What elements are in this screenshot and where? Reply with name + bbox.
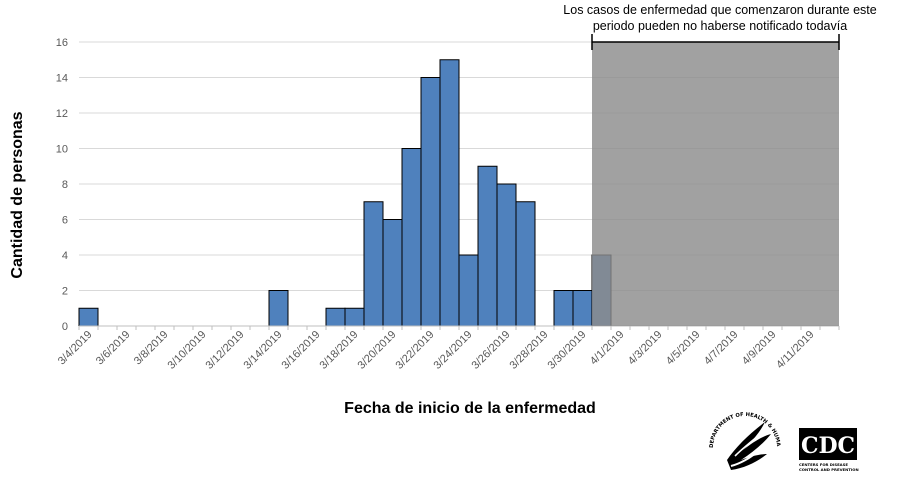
x-tick-label: 3/14/2019: [242, 329, 285, 372]
shaded-region: [592, 42, 839, 326]
x-tick-label: 3/20/2019: [356, 329, 399, 372]
cdc-subtext-2: CONTROL AND PREVENTION: [799, 467, 859, 472]
x-axis-title: Fecha de inicio de la enfermedad: [344, 400, 596, 417]
bar: [325, 307, 346, 327]
x-tick-label: 3/18/2019: [318, 329, 361, 372]
bar: [78, 307, 99, 327]
x-tick-label: 3/4/2019: [56, 329, 95, 368]
logos: DEPARTMENT OF HEALTH & HUMAN SERVICES · …: [705, 408, 859, 472]
x-tick-label: 4/5/2019: [664, 329, 703, 368]
cdc-logo: CDC CENTERS FOR DISEASE CONTROL AND PREV…: [799, 428, 859, 472]
annotation-bracket: [591, 34, 840, 50]
y-tick-label: 16: [56, 37, 68, 49]
hhs-logo: DEPARTMENT OF HEALTH & HUMAN SERVICES · …: [705, 408, 781, 470]
cdc-logo-text: CDC: [801, 433, 855, 459]
y-tick-label: 2: [62, 286, 68, 298]
y-tick-label: 4: [62, 250, 68, 262]
x-tick-label: 3/30/2019: [546, 329, 589, 372]
x-tick-label: 4/1/2019: [588, 329, 627, 368]
x-tick-label: 3/24/2019: [432, 329, 475, 372]
x-tick-label: 4/11/2019: [774, 329, 817, 372]
bar: [515, 201, 536, 327]
y-tick-label: 10: [56, 144, 68, 156]
bar: [496, 183, 517, 327]
cdc-subtext-1: CENTERS FOR DISEASE: [799, 462, 848, 467]
y-tick-label: 14: [56, 73, 68, 85]
annotation-line-1: Los casos de enfermedad que comenzaron d…: [563, 3, 877, 17]
bar: [420, 77, 441, 327]
x-tick-label: 3/22/2019: [394, 329, 437, 372]
x-tick-label: 3/10/2019: [166, 329, 209, 372]
y-tick-label: 0: [62, 321, 68, 333]
x-tick-label: 3/8/2019: [132, 329, 171, 368]
bar: [268, 290, 289, 327]
annotation-line-2: periodo pueden no haberse notificado tod…: [592, 19, 848, 33]
annotation-note: Los casos de enfermedad que comenzaron d…: [540, 2, 898, 34]
bar: [439, 59, 460, 327]
x-tick-label: 3/16/2019: [280, 329, 323, 372]
bar: [572, 290, 593, 327]
x-tick-label: 4/3/2019: [626, 329, 665, 368]
bar: [553, 290, 574, 327]
x-tick-label: 3/26/2019: [470, 329, 513, 372]
y-tick-label: 12: [56, 108, 68, 120]
bar: [363, 201, 384, 327]
bar: [382, 219, 403, 327]
x-tick-label: 4/9/2019: [740, 329, 779, 368]
x-tick-label: 3/28/2019: [508, 329, 551, 372]
y-tick-label: 6: [62, 215, 68, 227]
y-tick-label: 8: [62, 179, 68, 191]
bar: [477, 165, 498, 327]
y-axis-title: Cantidad de personas: [9, 111, 26, 279]
bar: [344, 307, 365, 327]
x-tick-label: 3/6/2019: [94, 329, 133, 368]
x-tick-label: 3/12/2019: [204, 329, 247, 372]
x-tick-label: 4/7/2019: [702, 329, 741, 368]
bars-group: [78, 59, 612, 327]
bar: [458, 254, 479, 327]
bar: [401, 148, 422, 327]
